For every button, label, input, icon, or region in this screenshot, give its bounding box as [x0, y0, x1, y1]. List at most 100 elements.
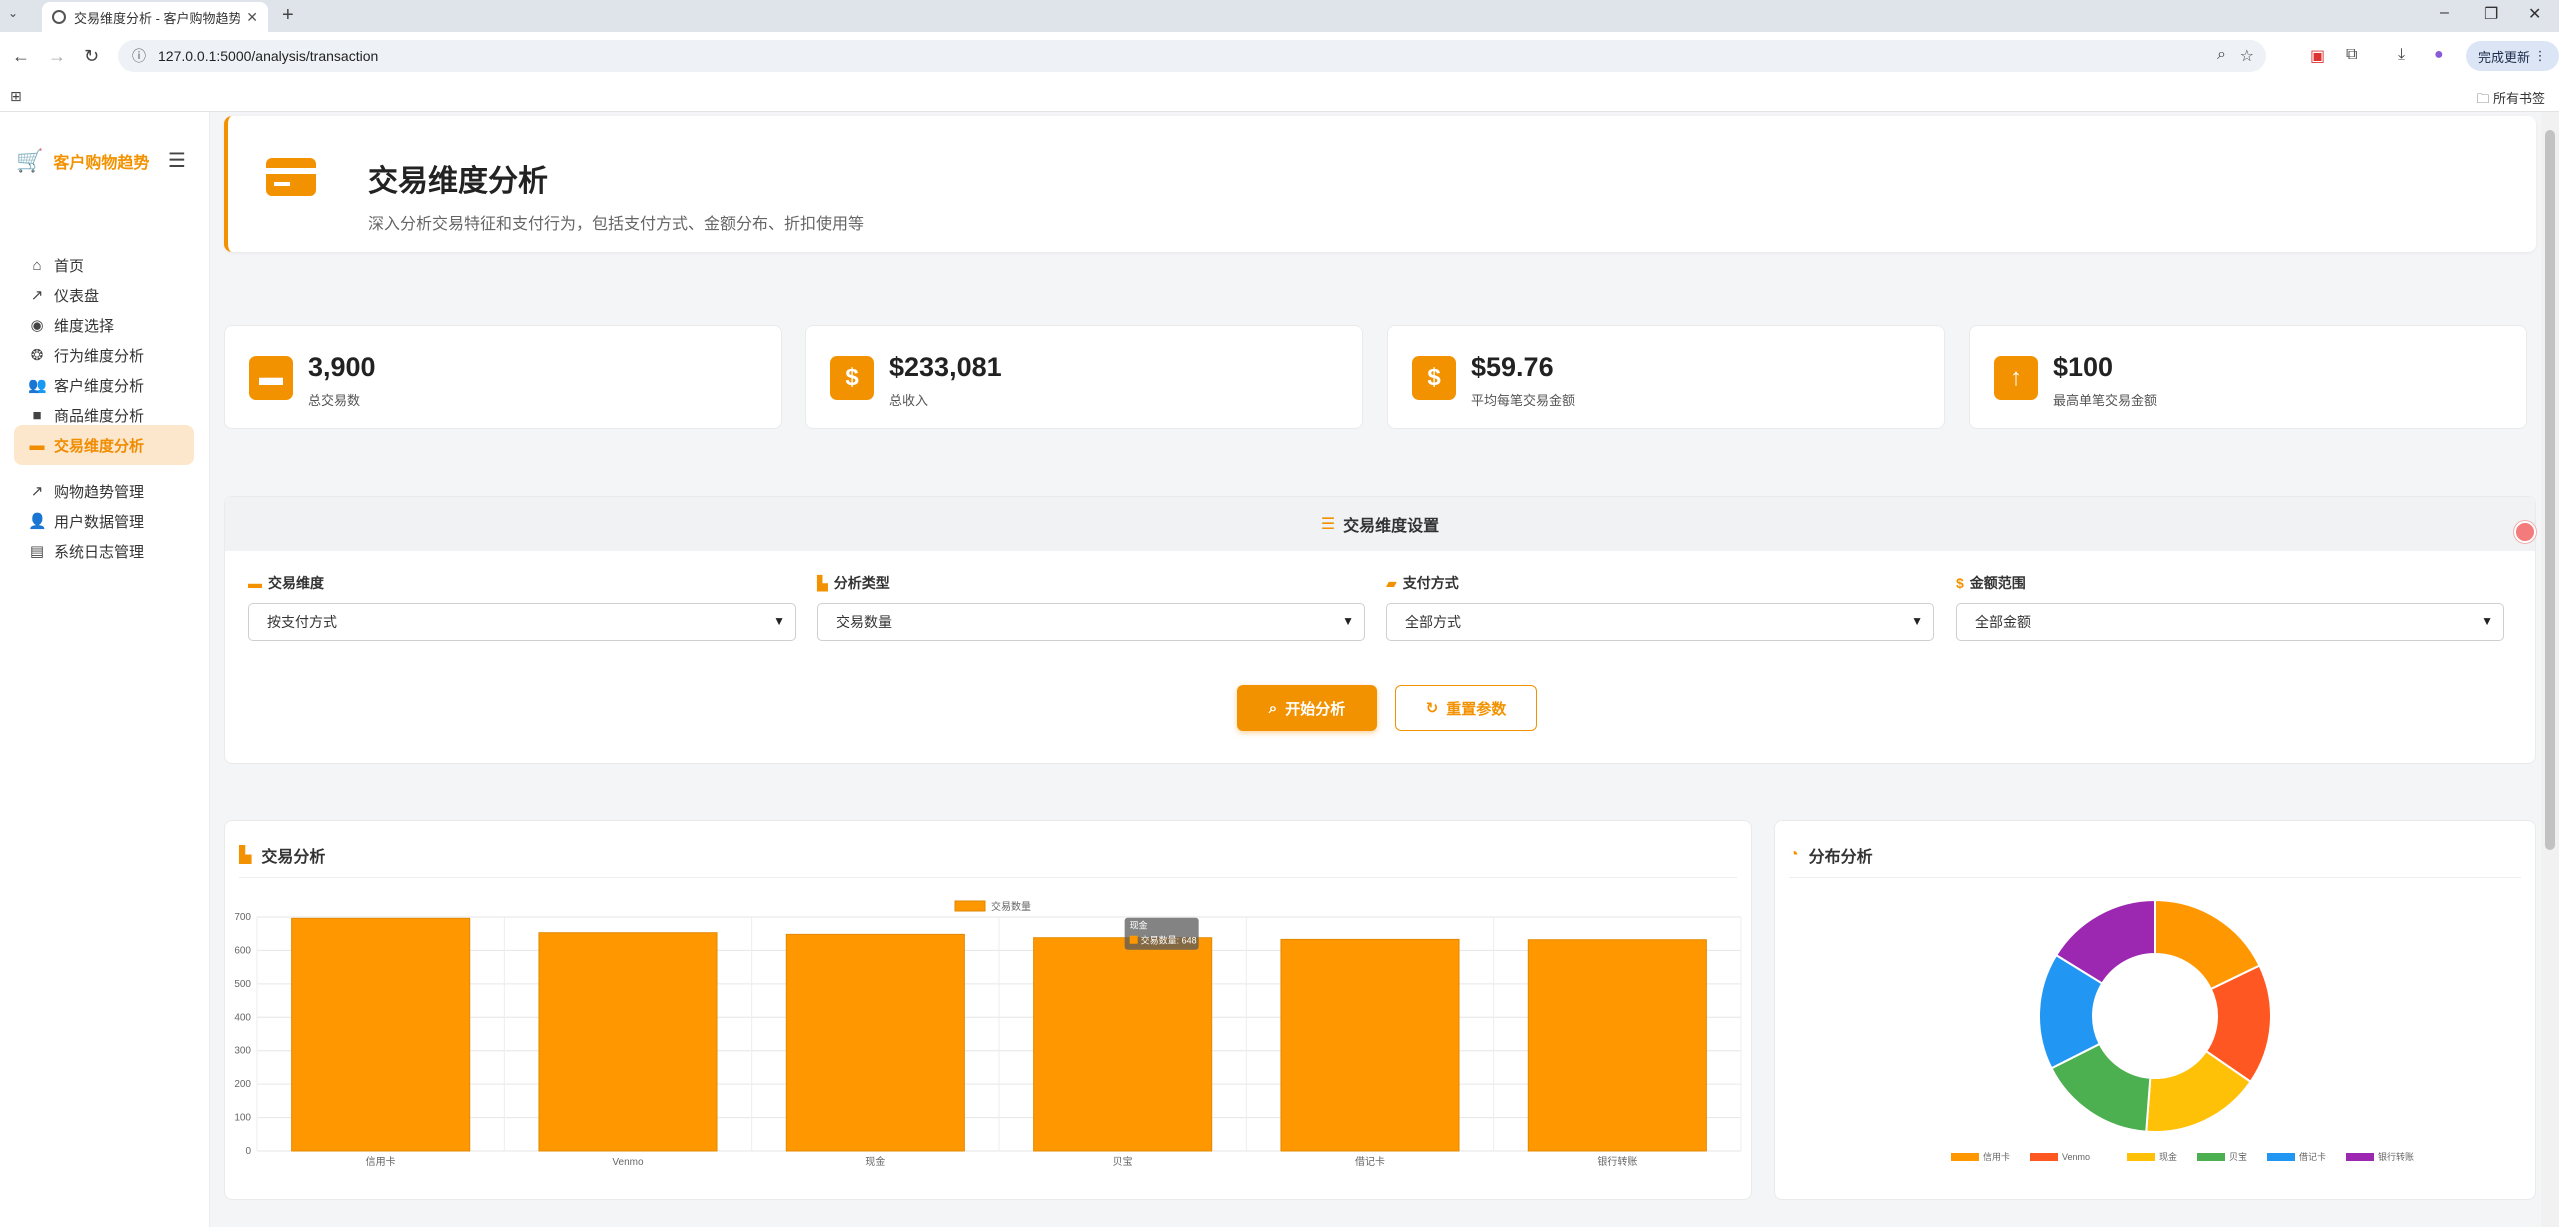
- reload-icon[interactable]: ↻: [84, 46, 100, 66]
- sidebar-item-home[interactable]: ⌂ 首页: [14, 245, 194, 285]
- sidebar-item-dashboard[interactable]: ↗ 仪表盘: [14, 275, 194, 315]
- sidebar-item-product[interactable]: ■ 商品维度分析: [14, 395, 194, 435]
- sidebar-item-behavior[interactable]: ❂ 行为维度分析: [14, 335, 194, 375]
- legend-swatch: [2346, 1153, 2374, 1161]
- arrow-up-icon: ↑: [1994, 356, 2038, 400]
- select-value: 交易数量: [836, 614, 892, 630]
- chart-line-icon: ↗: [30, 287, 44, 304]
- tab-list-chevron-icon[interactable]: ⌄: [8, 6, 19, 20]
- sidebar-item-user-data[interactable]: 👤 用户数据管理: [14, 501, 194, 541]
- y-tick-label: 700: [234, 912, 251, 923]
- sidebar: 🛒 客户购物趋势 ☰ ⌂ 首页 ↗ 仪表盘 ◉ 维度选择 ❂ 行为维度分析 👥 …: [0, 112, 210, 1227]
- page-subtitle: 深入分析交易特征和支付行为，包括支付方式、金额分布、折扣使用等: [368, 216, 865, 233]
- restore-icon[interactable]: ❐: [2484, 6, 2499, 23]
- extension-icon[interactable]: ▣: [2310, 48, 2326, 65]
- download-icon[interactable]: ⤓: [2398, 46, 2406, 63]
- select-value: 全部金额: [1975, 614, 2031, 630]
- pie-chart[interactable]: 信用卡 Venmo 现金 贝宝 借记卡 银行转账: [1775, 821, 2537, 1201]
- browser-tab[interactable]: 交易维度分析 - 客户购物趋势 ✕: [42, 2, 268, 32]
- pie-chart-title: 分布分析: [1808, 849, 1873, 866]
- globe-icon: [52, 10, 66, 24]
- browser-tab-bar: ⌄ 交易维度分析 - 客户购物趋势 ✕ + – ❐ ✕: [0, 0, 2559, 32]
- settings-header: ☰ 交易维度设置: [225, 497, 2535, 551]
- clipboard-icon: ▤: [29, 543, 45, 560]
- select-value: 全部方式: [1405, 614, 1461, 630]
- analysis-type-select[interactable]: 交易数量 ▼: [817, 603, 1365, 641]
- legend-label: 贝宝: [2229, 1151, 2247, 1162]
- field-analysis-type: ▙ 分析类型 交易数量 ▼: [817, 573, 1365, 641]
- url-input[interactable]: ⓘ 127.0.0.1:5000/analysis/transaction ⌕ …: [118, 40, 2266, 72]
- pie-slice: [2054, 898, 2156, 985]
- chart-line-icon: ↗: [30, 483, 44, 500]
- transaction-dimension-select[interactable]: 按支付方式 ▼: [248, 603, 796, 641]
- sliders-icon: ☰: [1320, 516, 1336, 533]
- floating-assistant-icon[interactable]: [2514, 521, 2536, 543]
- sidebar-item-label: 系统日志管理: [54, 543, 145, 561]
- legend-swatch: [1951, 1153, 1979, 1161]
- extensions-puzzle-icon[interactable]: ⧉: [2346, 46, 2358, 63]
- forward-icon[interactable]: →: [48, 46, 66, 66]
- y-tick-label: 200: [234, 1079, 251, 1090]
- start-analysis-button[interactable]: ⌕ 开始分析: [1237, 685, 1377, 731]
- sidebar-item-label: 购物趋势管理: [54, 483, 145, 501]
- bookmark-star-icon[interactable]: ☆: [2239, 48, 2254, 65]
- scrollbar[interactable]: [2541, 112, 2559, 1227]
- chevron-down-icon: ▼: [773, 614, 785, 628]
- stat-card-max-amount: ↑ $100 最高单笔交易金额: [1969, 325, 2527, 429]
- apps-grid-icon[interactable]: ⊞: [10, 88, 22, 104]
- bar-chart-title: 交易分析: [261, 849, 326, 866]
- legend-swatch: [2127, 1153, 2155, 1161]
- sidebar-item-label: 维度选择: [54, 317, 115, 335]
- stat-label: 总收入: [889, 393, 929, 408]
- window-close-icon[interactable]: ✕: [2528, 6, 2542, 23]
- y-tick-label: 600: [234, 945, 251, 956]
- zoom-icon[interactable]: ⌕: [2217, 46, 2226, 63]
- y-tick-label: 100: [234, 1113, 251, 1124]
- update-label: 完成更新: [2478, 49, 2531, 65]
- brand[interactable]: 🛒 客户购物趋势: [16, 148, 149, 174]
- bar: [785, 933, 965, 1152]
- reset-label: 重置参数: [1446, 700, 1507, 718]
- reset-icon: ↻: [1425, 700, 1439, 717]
- y-tick-label: 500: [234, 979, 251, 990]
- payment-method-select[interactable]: 全部方式 ▼: [1386, 603, 1934, 641]
- sidebar-item-system-log[interactable]: ▤ 系统日志管理: [14, 531, 194, 571]
- tooltip-title: 现金: [1130, 920, 1148, 931]
- url-text: 127.0.0.1:5000/analysis/transaction: [158, 48, 379, 64]
- pie-chart-card: ◔ 分布分析 信用卡 Venmo 现金 贝宝 借记卡 银行转账: [1774, 820, 2536, 1200]
- menu-toggle-icon[interactable]: ☰: [168, 150, 186, 172]
- sidebar-item-transaction[interactable]: ▬ 交易维度分析: [14, 425, 194, 465]
- minimize-icon[interactable]: –: [2440, 4, 2449, 21]
- wallet-icon: ▰: [1386, 574, 1397, 591]
- reset-button[interactable]: ↻ 重置参数: [1395, 685, 1537, 731]
- sidebar-item-customer[interactable]: 👥 客户维度分析: [14, 365, 194, 405]
- site-info-icon[interactable]: ⓘ: [132, 48, 146, 64]
- profile-avatar-icon[interactable]: ●: [2434, 46, 2444, 63]
- sidebar-item-trend-management[interactable]: ↗ 购物趋势管理: [14, 471, 194, 511]
- credit-card-icon: [266, 158, 316, 196]
- sidebar-item-label: 首页: [54, 257, 85, 275]
- credit-card-icon: ▬: [248, 575, 262, 591]
- field-label: 分析类型: [833, 575, 890, 591]
- dollar-icon: $: [830, 356, 874, 400]
- stat-value: $100: [2053, 352, 2114, 382]
- new-tab-icon[interactable]: +: [282, 4, 294, 26]
- x-tick-label: 借记卡: [1355, 1155, 1385, 1168]
- x-tick-label: 银行转账: [1597, 1155, 1637, 1168]
- chevron-down-icon: ▼: [2481, 614, 2493, 628]
- credit-card-icon: ▬: [249, 356, 293, 400]
- all-bookmarks[interactable]: 🗀 所有书签: [2476, 91, 2545, 106]
- close-tab-icon[interactable]: ✕: [246, 8, 258, 25]
- chart-bar-icon: ▙: [239, 847, 252, 864]
- update-button[interactable]: 完成更新 ⋮: [2466, 41, 2559, 71]
- back-icon[interactable]: ←: [12, 46, 30, 66]
- x-tick-label: 现金: [865, 1155, 885, 1168]
- stat-value: $59.76: [1471, 352, 1554, 382]
- scrollbar-thumb[interactable]: [2545, 130, 2555, 850]
- stat-value: 3,900: [308, 352, 376, 382]
- amount-range-select[interactable]: 全部金额 ▼: [1956, 603, 2504, 641]
- all-bookmarks-label: 所有书签: [2492, 91, 2545, 106]
- sidebar-item-dimension-select[interactable]: ◉ 维度选择: [14, 305, 194, 345]
- legend-swatch: [2030, 1153, 2058, 1161]
